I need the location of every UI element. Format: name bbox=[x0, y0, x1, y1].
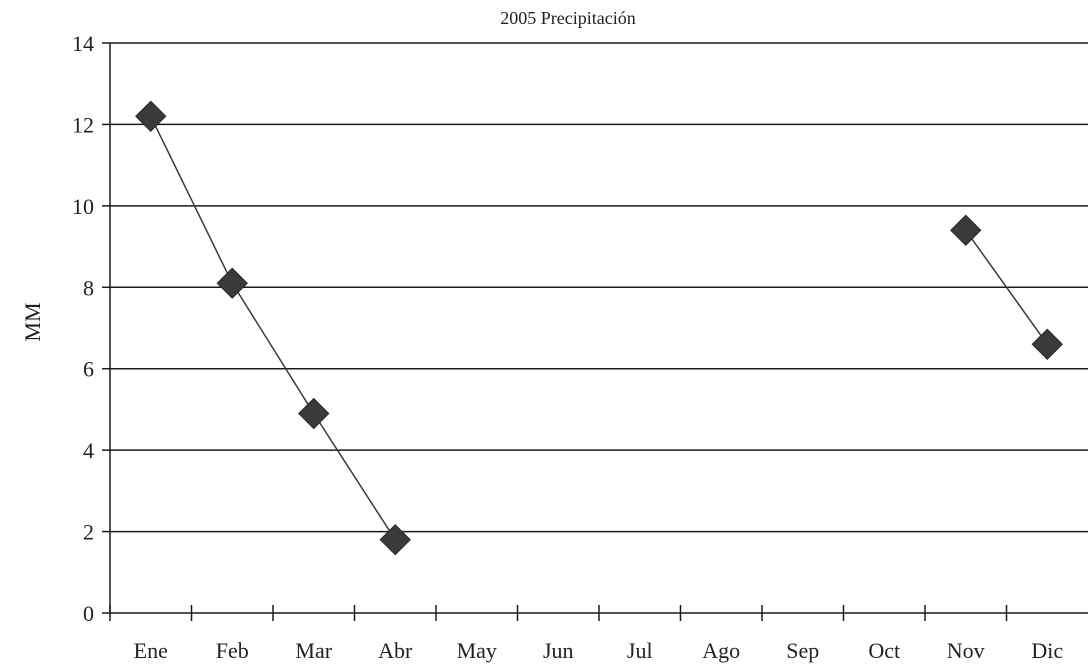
x-tick-label: Jun bbox=[543, 638, 574, 663]
series-line-segment bbox=[231, 282, 315, 414]
y-tick-label: 10 bbox=[72, 194, 94, 219]
series-line-segment bbox=[965, 229, 1048, 345]
x-tick-label: Ene bbox=[134, 638, 168, 663]
gridlines bbox=[110, 42, 1088, 533]
y-tick-label: 12 bbox=[72, 112, 94, 137]
x-tick-label: Nov bbox=[947, 638, 985, 663]
y-tick-label: 2 bbox=[83, 520, 94, 545]
x-tick-label: Oct bbox=[868, 638, 900, 663]
chart-title: 2005 Precipitación bbox=[500, 8, 635, 28]
x-tick-label: Dic bbox=[1031, 638, 1063, 663]
y-tick-label: 8 bbox=[83, 275, 94, 300]
data-point bbox=[298, 397, 330, 430]
x-tick-label: Jul bbox=[627, 638, 653, 663]
data-point bbox=[950, 214, 982, 246]
x-tick-label: Abr bbox=[378, 638, 413, 663]
axes: 0 2 4 6 8 10 12 14 Ene Feb Mar Abr May Jun Jul Ago Sep Oc… bbox=[72, 31, 1088, 663]
series-line-segment bbox=[313, 413, 396, 541]
x-tick-label: Sep bbox=[786, 638, 819, 663]
series-line-segment bbox=[150, 115, 233, 284]
y-tick-label: 14 bbox=[72, 31, 94, 56]
y-axis-title: MM bbox=[20, 302, 45, 341]
x-tick-label: May bbox=[457, 638, 497, 663]
x-tick-label: Feb bbox=[216, 638, 249, 663]
y-tick-label: 0 bbox=[83, 601, 94, 626]
y-tick-label: 4 bbox=[83, 438, 94, 463]
data-point bbox=[216, 267, 248, 299]
data-point bbox=[379, 524, 411, 556]
x-tick-label: Ago bbox=[702, 638, 740, 663]
data-point bbox=[135, 100, 167, 132]
x-tick-label: Mar bbox=[295, 638, 332, 663]
y-tick-label: 6 bbox=[83, 357, 94, 382]
series-group bbox=[135, 100, 1063, 556]
data-point bbox=[1031, 328, 1063, 360]
